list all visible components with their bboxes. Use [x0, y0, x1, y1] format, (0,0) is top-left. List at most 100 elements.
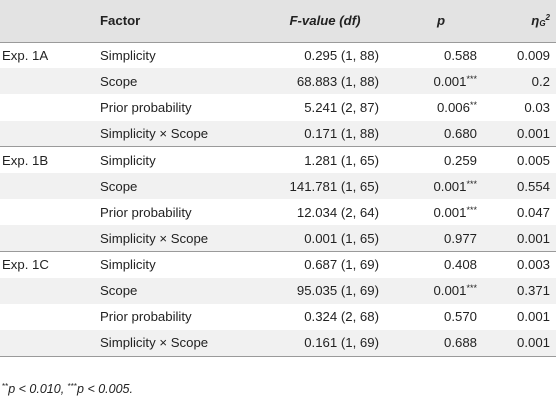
cell-p-value: 0.001 [433, 283, 467, 299]
cell-factor: Simplicity × Scope [92, 120, 259, 147]
cell-p-value: 0.680 [443, 125, 477, 141]
cell-p: 0.588 [391, 41, 491, 69]
cell-eta: 0.001 [491, 225, 556, 252]
cell-p: 0.408 [391, 250, 491, 278]
cell-p: 0.680 [391, 120, 491, 147]
cell-experiment: Exp. 1C [0, 250, 92, 278]
cell-experiment [0, 330, 92, 357]
cell-eta: 0.003 [491, 250, 556, 278]
cell-p-value: 0.570 [443, 309, 477, 325]
cell-eta: 0.03 [524, 99, 550, 115]
cell-factor: Scope [92, 172, 259, 200]
cell-f-value: 95.035 (1, 69) [259, 277, 391, 304]
table-row: Prior probability 0.324 (2, 68) 0.570 0.001 [0, 304, 556, 330]
cell-experiment [0, 172, 92, 200]
cell-eta: 0.009 [491, 41, 556, 69]
cell-p: 0.006** [391, 94, 491, 120]
header-eta: ηG2 [491, 0, 556, 42]
cell-p: 0.001*** [391, 68, 491, 95]
cell-f-value: 0.324 (2, 68) [304, 309, 379, 325]
cell-factor: Simplicity × Scope [92, 225, 259, 252]
table-row: Exp. 1A Simplicity 0.295 (1, 88) 0.588 0.009 [0, 41, 556, 69]
header-experiment [0, 0, 92, 42]
cell-eta: 0.001 [491, 120, 556, 147]
header-eta-symbol: η [531, 13, 540, 29]
table-row: Exp. 1C Simplicity 0.687 (1, 69) 0.408 0.003 [0, 250, 556, 278]
cell-p: 0.977 [391, 225, 491, 252]
cell-p-value: 0.408 [443, 257, 477, 273]
header-row: Factor F-value (df) p ηG2 [0, 0, 556, 42]
cell-f-value: 141.781 (1, 65) [259, 172, 391, 200]
cell-experiment [0, 94, 92, 120]
footnote-text-1: p < 0.010, [8, 382, 68, 396]
table-body: Exp. 1A Simplicity 0.295 (1, 88) 0.588 0.009… [0, 41, 556, 357]
cell-f-value: 5.241 (2, 87) [304, 99, 379, 115]
cell-experiment: Exp. 1B [0, 146, 92, 173]
cell-p: 0.688 [391, 330, 491, 357]
cell-eta: 0.2 [491, 68, 556, 95]
cell-f-value: 0.687 (1, 69) [259, 250, 391, 278]
cell-f-value: 1.281 (1, 65) [259, 146, 391, 173]
table-row: Simplicity × Scope 0.171 (1, 88) 0.680 0.00… [0, 120, 556, 147]
header-factor: Factor [92, 0, 259, 42]
cell-p-value: 0.259 [443, 152, 477, 168]
cell-f-value: 0.001 (1, 65) [259, 225, 391, 252]
cell-f-value: 0.295 (1, 88) [259, 41, 391, 69]
cell-f-value: 12.034 (2, 64) [296, 204, 379, 220]
table-row: Prior probability 12.034 (2, 64) 0.001*** 0… [0, 199, 556, 225]
table-footnote: **p < 0.010, ***p < 0.005. [2, 382, 133, 396]
cell-f-value: 68.883 (1, 88) [259, 68, 391, 95]
cell-eta: 0.371 [491, 277, 556, 304]
cell-factor: Simplicity [92, 250, 259, 278]
cell-p-stars: *** [466, 204, 477, 215]
header-eta-superscript: 2 [545, 13, 550, 23]
cell-p: 0.001*** [391, 172, 491, 200]
cell-p-stars: ** [469, 99, 477, 110]
cell-factor: Prior probability [100, 204, 192, 220]
header-f-value: F-value (df) [259, 0, 391, 42]
cell-experiment: Exp. 1A [0, 41, 92, 69]
cell-p-value: 0.977 [443, 230, 477, 246]
cell-p-value: 0.001 [433, 204, 467, 220]
cell-p: 0.570 [391, 304, 491, 330]
footnote-stars-1: ** [2, 382, 9, 391]
cell-experiment [0, 225, 92, 252]
cell-eta: 0.005 [491, 146, 556, 173]
cell-eta: 0.554 [491, 172, 556, 200]
cell-factor: Simplicity [92, 146, 259, 173]
cell-experiment [0, 199, 92, 225]
table-row: Scope 95.035 (1, 69) 0.001*** 0.371 [0, 277, 556, 304]
table-row: Scope 141.781 (1, 65) 0.001*** 0.554 [0, 172, 556, 200]
cell-experiment [0, 120, 92, 147]
header-eta-subscript: G [539, 19, 546, 29]
cell-p: 0.001*** [391, 277, 491, 304]
table-row: Simplicity × Scope 0.001 (1, 65) 0.977 0.00… [0, 225, 556, 252]
table-row: Simplicity × Scope 0.161 (1, 69) 0.688 0.00… [0, 330, 556, 357]
cell-p-value: 0.588 [443, 47, 477, 63]
cell-factor: Simplicity [92, 41, 259, 69]
cell-p: 0.259 [391, 146, 491, 173]
cell-experiment [0, 277, 92, 304]
footnote-stars-2: *** [67, 382, 78, 391]
cell-experiment [0, 68, 92, 95]
footnote-text-2: p < 0.005. [77, 382, 133, 396]
cell-factor: Simplicity × Scope [92, 330, 259, 357]
cell-experiment [0, 304, 92, 330]
cell-f-value: 0.161 (1, 69) [259, 330, 391, 357]
cell-p-stars: *** [466, 283, 477, 294]
anova-results-table: Factor F-value (df) p ηG2 Exp. 1A Simplic… [0, 0, 556, 357]
cell-factor: Scope [92, 68, 259, 95]
table-row: Exp. 1B Simplicity 1.281 (1, 65) 0.259 0.005 [0, 146, 556, 173]
cell-p-stars: *** [466, 73, 477, 84]
cell-p: 0.001*** [391, 199, 491, 225]
cell-p-value: 0.006 [436, 99, 470, 115]
cell-p-value: 0.001 [433, 73, 467, 89]
cell-p-stars: *** [466, 178, 477, 189]
cell-factor: Prior probability [100, 309, 192, 325]
header-p: p [391, 0, 491, 42]
cell-p-value: 0.001 [433, 178, 467, 194]
table-row: Prior probability 5.241 (2, 87) 0.006** 0.0… [0, 94, 556, 120]
cell-eta: 0.001 [516, 309, 550, 325]
cell-factor: Prior probability [100, 99, 192, 115]
